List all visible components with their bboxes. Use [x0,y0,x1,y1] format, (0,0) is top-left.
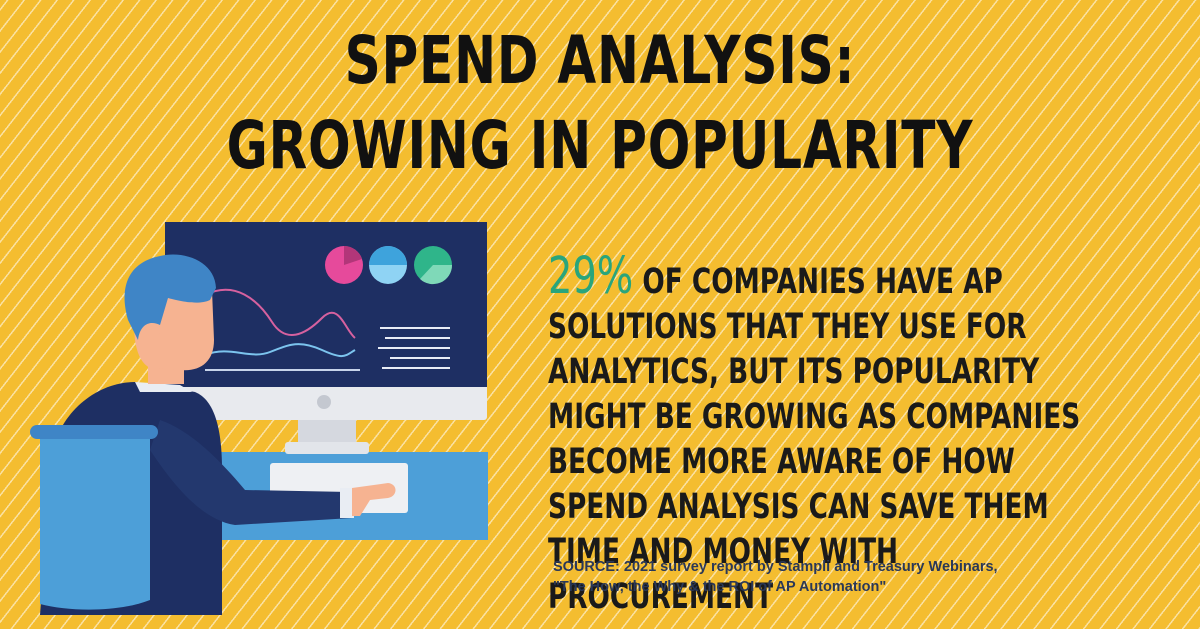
monitor-base [285,442,369,454]
line-chart-icon [204,288,360,371]
text-lines-icon [378,327,450,369]
statistic-text: 29% OF COMPANIES HAVE AP SOLUTIONS THAT … [548,251,1120,620]
source-citation: SOURCE: 2021 survey report by Stampli an… [553,557,998,597]
power-button-icon [317,395,331,409]
source-line-2: "The How, the Why & the ROI of AP Automa… [553,579,887,595]
statistic-description: OF COMPANIES HAVE AP SOLUTIONS THAT THEY… [548,262,1081,617]
pie-chart-icon [369,246,407,284]
source-line-1: SOURCE: 2021 survey report by Stampli an… [553,559,998,575]
office-chair [30,425,158,610]
title-line-1: SPEND ANALYSIS: [344,22,856,99]
pie-chart-icon [414,246,453,285]
page-title: SPEND ANALYSIS: GROWING IN POPULARITY [144,18,1056,188]
statistic-percent: 29% [548,247,634,306]
title-line-2: GROWING IN POPULARITY [226,107,974,184]
pie-chart-icon [325,246,363,284]
